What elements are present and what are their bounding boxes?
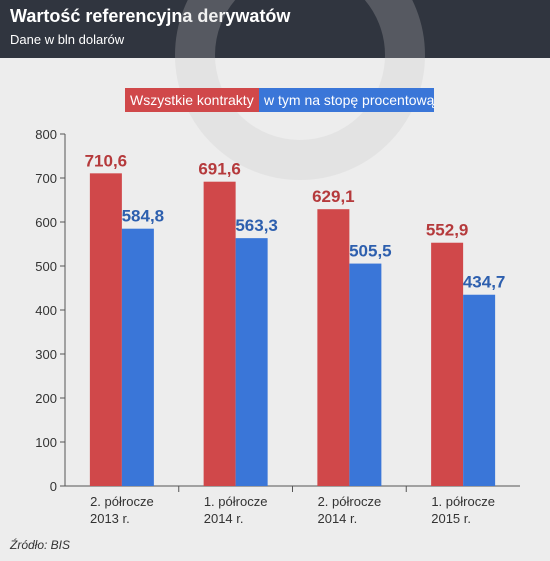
source-note: Źródło: BIS xyxy=(10,538,71,552)
y-tick-label: 300 xyxy=(35,347,57,362)
x-tick-label: 2. półrocze xyxy=(318,494,382,509)
y-tick-label: 0 xyxy=(50,479,57,494)
y-tick-label: 800 xyxy=(35,127,57,142)
bar-all-contracts xyxy=(317,209,350,487)
data-label: 691,6 xyxy=(198,160,241,179)
data-label: 563,3 xyxy=(235,216,278,235)
bar-interest-rate xyxy=(349,263,382,486)
bar-interest-rate xyxy=(235,238,268,486)
y-tick-label: 400 xyxy=(35,303,57,318)
bar-all-contracts xyxy=(431,242,464,486)
legend-item-interest-rate: w tym na stopę procentową xyxy=(259,88,434,112)
data-label: 434,7 xyxy=(463,273,506,292)
x-tick-label: 2. półrocze xyxy=(90,494,154,509)
bar-all-contracts xyxy=(89,173,122,486)
chart-subtitle: Dane w bln dolarów xyxy=(10,32,125,47)
y-tick-label: 200 xyxy=(35,391,57,406)
chart-legend: Wszystkie kontrakty w tym na stopę proce… xyxy=(0,88,550,112)
y-tick-label: 100 xyxy=(35,435,57,450)
y-tick-label: 500 xyxy=(35,259,57,274)
y-tick-label: 700 xyxy=(35,171,57,186)
x-tick-label: 2014 r. xyxy=(204,511,244,526)
y-tick-label: 600 xyxy=(35,215,57,230)
data-label: 552,9 xyxy=(426,221,469,240)
data-label: 629,1 xyxy=(312,187,355,206)
bar-interest-rate xyxy=(121,228,154,487)
legend-item-all-contracts: Wszystkie kontrakty xyxy=(125,88,262,112)
data-label: 584,8 xyxy=(122,207,165,226)
x-tick-label: 2015 r. xyxy=(431,511,471,526)
x-tick-label: 2014 r. xyxy=(317,511,357,526)
data-label: 505,5 xyxy=(349,242,392,261)
bar-all-contracts xyxy=(203,181,236,487)
x-tick-label: 1. półrocze xyxy=(431,494,495,509)
bar-interest-rate xyxy=(463,294,496,486)
x-tick-label: 2013 r. xyxy=(90,511,130,526)
data-label: 710,6 xyxy=(85,151,128,170)
x-tick-label: 1. półrocze xyxy=(204,494,268,509)
